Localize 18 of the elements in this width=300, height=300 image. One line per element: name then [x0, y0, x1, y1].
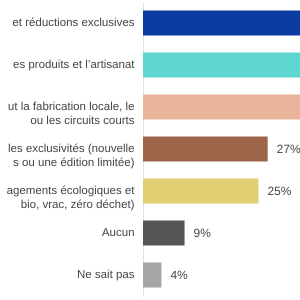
y-tick-label: ut la fabrication locale, le ou les circuits courts: [8, 101, 135, 127]
data-label: 9%: [194, 226, 212, 240]
bar: [143, 262, 162, 288]
data-label: 25%: [267, 184, 292, 198]
y-tick-label: Aucun: [102, 227, 134, 239]
bar: [143, 178, 258, 204]
y-tick-label: agements écologiques et bio, vrac, zéro déchet): [6, 185, 136, 211]
y-tick-label: les exclusivités (nouvelle s ou une édition limitée): [8, 143, 135, 169]
data-label: 27%: [276, 142, 300, 156]
y-tick-label: et réductions exclusives: [12, 17, 135, 29]
bar: [143, 52, 300, 78]
bar: [143, 94, 300, 120]
bar: [143, 10, 300, 36]
y-tick-label: es produits et l’artisanat: [13, 59, 136, 71]
bar: [143, 220, 185, 246]
bar: [143, 136, 268, 162]
data-label: 4%: [170, 268, 188, 282]
y-tick-label: Ne sait pas: [76, 269, 135, 281]
